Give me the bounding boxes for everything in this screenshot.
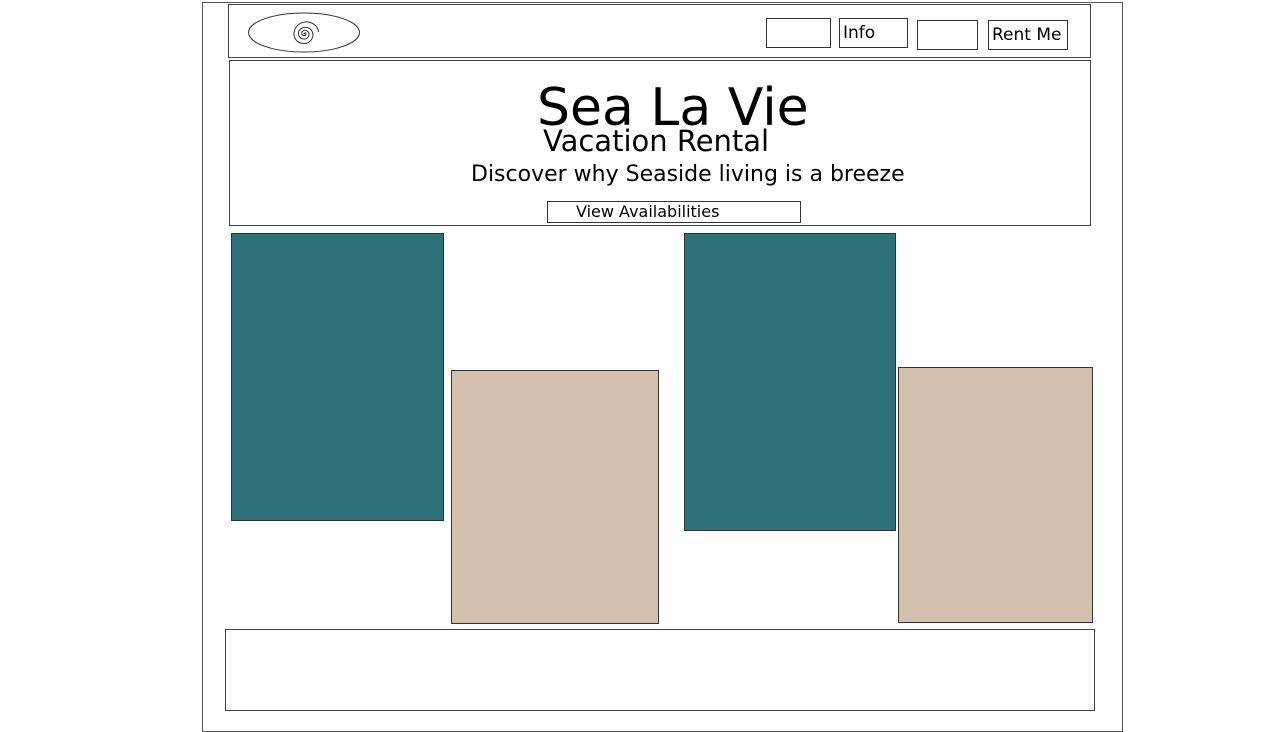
gallery-photo-3[interactable]: [684, 233, 896, 531]
header-bar: [228, 4, 1091, 58]
hero-subtitle: Vacation Rental: [543, 124, 770, 158]
footer: [225, 629, 1095, 711]
nav-button-rent-me[interactable]: Rent Me: [988, 20, 1068, 50]
hero-tagline: Discover why Seaside living is a breeze: [471, 162, 905, 187]
spiral-shell-icon[interactable]: [248, 12, 361, 53]
hero-section: [229, 60, 1091, 226]
gallery-photo-1[interactable]: [231, 233, 444, 521]
nav-button-1[interactable]: [766, 18, 831, 48]
view-availabilities-button[interactable]: View Availabilities: [547, 201, 801, 223]
nav-button-3[interactable]: [917, 20, 978, 50]
gallery-photo-4[interactable]: [898, 367, 1093, 623]
gallery-photo-2[interactable]: [451, 370, 659, 624]
hero-title: Sea La Vie: [537, 78, 809, 138]
nav-button-info[interactable]: Info: [839, 18, 908, 48]
